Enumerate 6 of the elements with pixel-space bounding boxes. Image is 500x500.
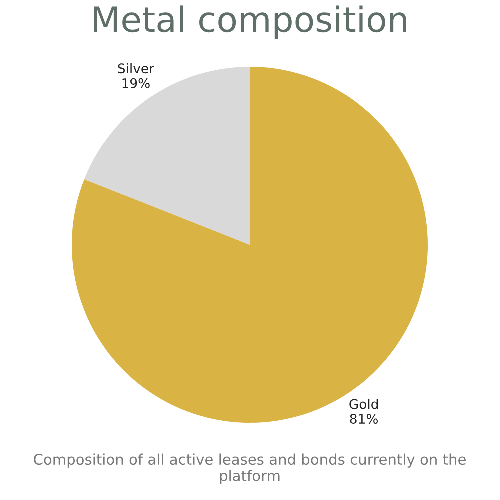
slice-label: Gold [350,399,378,410]
data-label: 81% [350,414,378,424]
data-label: 19% [122,78,150,88]
chart-title: Metal composition [94,6,406,40]
slice-label: Silver [118,63,154,74]
text: Composition of all active leases and bonds currently on the platform [34,454,466,484]
